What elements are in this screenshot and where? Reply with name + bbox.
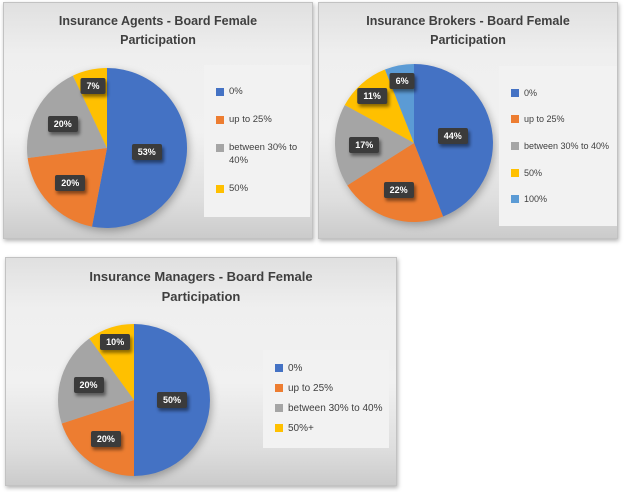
legend-item: 50% — [511, 167, 613, 179]
pie-data-label: 7% — [80, 77, 106, 94]
pie-data-label: 17% — [349, 136, 380, 153]
chart-panel-insurance-agents: Insurance Agents - Board Female Particip… — [3, 2, 313, 239]
legend-label: between 30% to 40% — [229, 142, 298, 166]
pie-chart: 53% 20% 20% 7% — [4, 3, 312, 238]
legend-marker-icon — [216, 185, 224, 193]
legend-item: between 30% to 40% — [275, 402, 385, 416]
pie-chart: 50% 20% 20% 10% — [6, 258, 396, 485]
legend-marker-icon — [216, 116, 224, 125]
pie-chart: 44% 22% 17% 11% 6% — [319, 3, 617, 238]
legend-label: between 30% to 40% — [288, 403, 383, 415]
legend-label: 0% — [229, 86, 243, 98]
legend-label: up to 25% — [229, 114, 272, 126]
legend-item: 50% — [216, 183, 306, 196]
legend-label: 0% — [288, 363, 303, 375]
legend-marker-icon — [511, 141, 519, 150]
legend-item: up to 25% — [275, 382, 385, 396]
chart-title: Insurance Brokers - Board Female Partici… — [366, 14, 570, 48]
legend-marker-icon — [275, 384, 283, 393]
legend-label: 50%+ — [288, 423, 314, 435]
legend-label: up to 25% — [288, 383, 334, 395]
legend-label: up to 25% — [524, 114, 565, 125]
legend-marker-icon — [216, 88, 224, 97]
pie-data-label: 53% — [131, 143, 162, 160]
legend-marker-icon — [216, 144, 224, 153]
legend-item: 100% — [511, 193, 613, 205]
legend-item: 50%+ — [275, 422, 385, 436]
legend-item: between 30% to 40% — [511, 140, 613, 152]
chart-legend: 0% up to 25% between 30% to 40% 50% 100% — [499, 66, 617, 226]
pie-data-label: 20% — [55, 174, 86, 191]
pie-data-label: 20% — [47, 115, 78, 132]
legend-item: 0% — [216, 86, 306, 99]
pie-data-label: 50% — [156, 392, 188, 408]
chart-title: Insurance Managers - Board Female Partic… — [89, 269, 313, 305]
legend-item: 0% — [275, 362, 385, 376]
chart-legend: 0% up to 25% between 30% to 40% 50%+ — [263, 350, 389, 448]
legend-item: between 30% to 40% — [216, 142, 306, 168]
chart-title: Insurance Agents - Board Female Particip… — [58, 14, 258, 48]
legend-item: up to 25% — [216, 114, 306, 127]
chart-panel-insurance-brokers: Insurance Brokers - Board Female Partici… — [318, 2, 618, 239]
pie-data-label: 11% — [357, 87, 387, 104]
legend-item: up to 25% — [511, 113, 613, 125]
legend-marker-icon — [511, 195, 519, 204]
legend-label: 100% — [524, 194, 548, 205]
legend-marker-icon — [275, 364, 283, 373]
chart-panel-insurance-managers: Insurance Managers - Board Female Partic… — [5, 257, 397, 486]
pie-data-label: 22% — [383, 182, 414, 199]
pie-data-label: 20% — [73, 377, 104, 394]
chart-legend: 0% up to 25% between 30% to 40% 50% — [204, 65, 310, 217]
legend-item: 0% — [511, 87, 613, 99]
legend-label: 50% — [524, 167, 543, 178]
pie-data-label: 20% — [90, 430, 121, 447]
legend-marker-icon — [511, 168, 519, 177]
legend-marker-icon — [511, 88, 519, 97]
legend-label: 0% — [524, 87, 538, 98]
legend-label: 50% — [229, 183, 249, 194]
pie-data-label: 10% — [100, 334, 131, 351]
pie-data-label: 6% — [389, 72, 415, 89]
legend-marker-icon — [275, 404, 283, 413]
legend-marker-icon — [275, 424, 283, 433]
pie-data-label: 44% — [437, 127, 468, 144]
legend-label: between 30% to 40% — [524, 140, 610, 151]
legend-marker-icon — [511, 115, 519, 124]
